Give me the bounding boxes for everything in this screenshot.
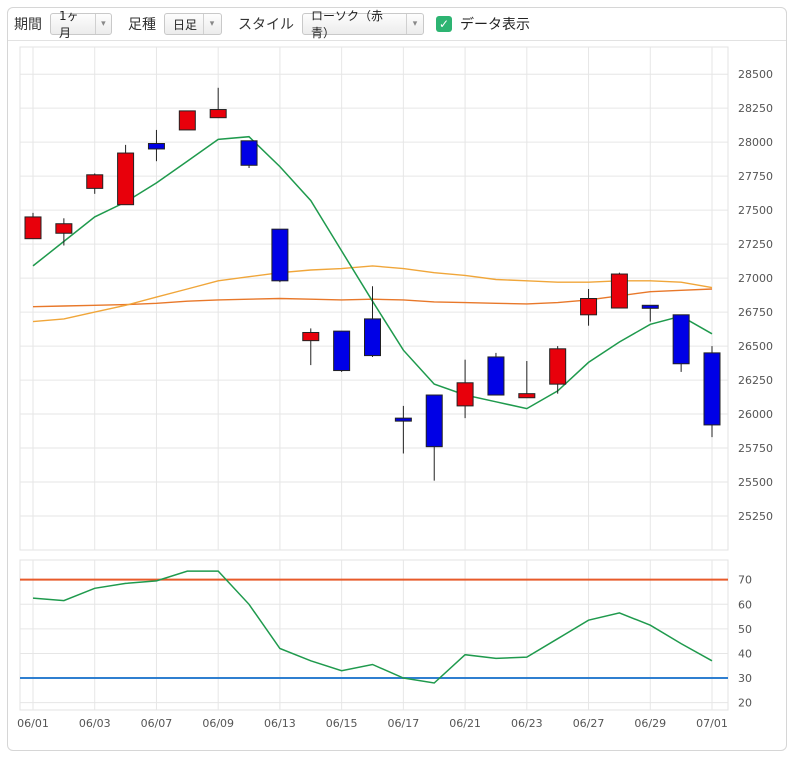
interval-label: 足種 [128,17,156,33]
chevron-down-icon: ▾ [406,14,423,34]
interval-select[interactable]: 日足 ▾ [164,13,222,35]
chart-toolbar: 期間 1ヶ月 ▾ 足種 日足 ▾ スタイル ローソク（赤青） ▾ ✓ データ表示 [8,8,786,41]
period-select-value: 1ヶ月 [59,9,79,40]
period-label: 期間 [14,17,42,33]
style-select[interactable]: ローソク（赤青） ▾ [302,9,424,40]
interval-select-value: 日足 [173,17,198,32]
chevron-down-icon: ▾ [94,14,111,34]
period-select[interactable]: 1ヶ月 ▾ [50,9,112,40]
style-select-value: ローソク（赤青） [311,9,384,40]
show-data-label[interactable]: データ表示 [460,17,530,33]
style-label: スタイル [238,17,294,33]
chevron-down-icon: ▾ [203,14,220,34]
show-data-checkbox[interactable]: ✓ [436,16,452,32]
chart-widget: 期間 1ヶ月 ▾ 足種 日足 ▾ スタイル ローソク（赤青） ▾ ✓ データ表示 [7,7,787,751]
